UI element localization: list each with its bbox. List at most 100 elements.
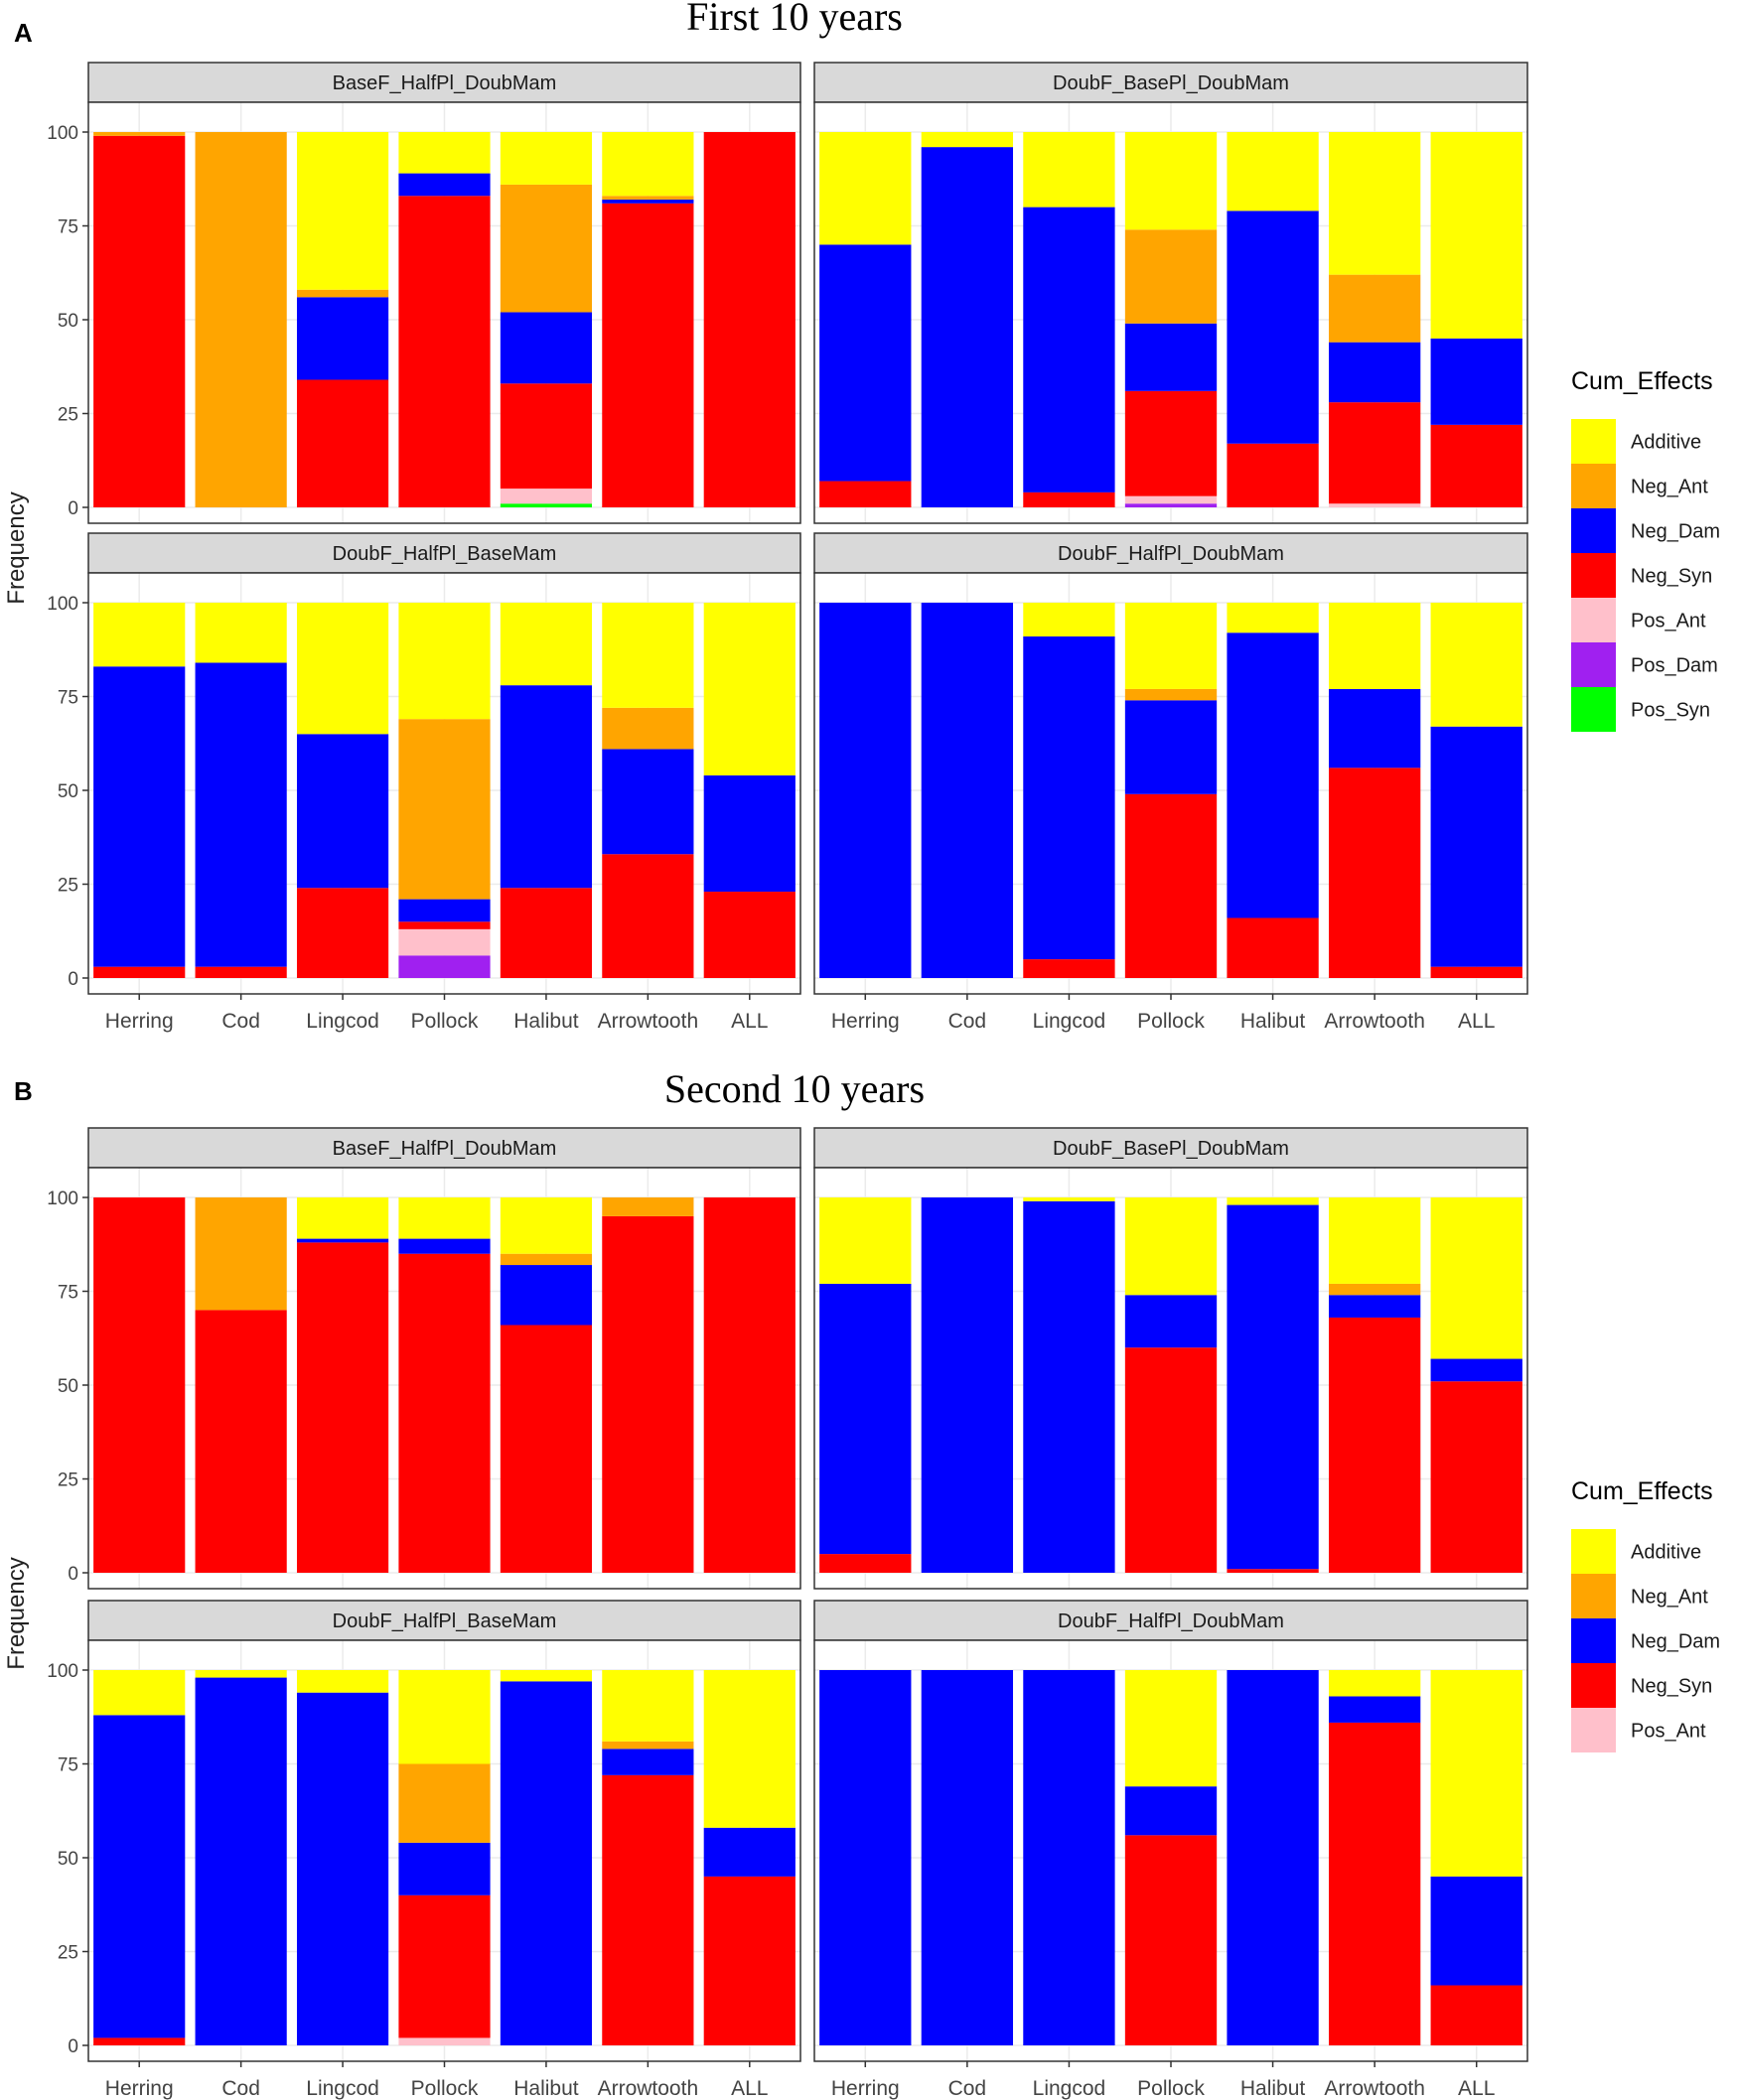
bar-segment-Arrowtooth-Neg_Ant xyxy=(1328,1283,1421,1296)
bar-segment-Herring-Additive xyxy=(93,603,186,667)
bar-segment-ALL-Neg_Syn xyxy=(1430,1985,1522,2045)
x-tick-label-ALL: ALL xyxy=(1458,2077,1495,2100)
bar-segment-Halibut-Pos_Ant xyxy=(500,489,593,504)
bar-segment-Pollock-Neg_Syn xyxy=(1124,390,1218,496)
bar-segment-Lingcod-Additive xyxy=(1023,603,1115,637)
bar-segment-Lingcod-Additive xyxy=(1023,132,1115,208)
facet-label: BaseF_HalfPl_DoubMam xyxy=(333,1138,557,1160)
panel-border xyxy=(87,101,801,524)
panel-letter: A xyxy=(14,18,33,48)
bar-segment-Pollock-Neg_Dam xyxy=(398,899,491,922)
facet-label: DoubF_HalfPl_BaseMam xyxy=(333,543,557,565)
bar-segment-Pollock-Neg_Syn xyxy=(1124,1347,1218,1573)
legend-key-Pos_Syn xyxy=(1571,687,1616,732)
bar-segment-Herring-Neg_Dam xyxy=(819,1670,912,2045)
bar-segment-Halibut-Additive xyxy=(500,1197,593,1254)
facet-DoubF_BasePl_DoubMam: DoubF_BasePl_DoubMam xyxy=(813,1127,1528,1590)
facet-strip xyxy=(813,532,1528,574)
bar-segment-Arrowtooth-Additive xyxy=(602,603,694,708)
bar-segment-Cod-Neg_Dam xyxy=(921,603,1014,978)
legend-title: Cum_Effects xyxy=(1571,1477,1713,1505)
x-tick-label-Arrowtooth: Arrowtooth xyxy=(598,2077,699,2100)
y-tick-label: 100 xyxy=(47,594,78,615)
legend-title: Cum_Effects xyxy=(1571,367,1713,395)
legend-label-Neg_Dam: Neg_Dam xyxy=(1631,1631,1720,1653)
bar-segment-Pollock-Neg_Dam xyxy=(398,173,491,197)
bar-segment-Lingcod-Additive xyxy=(1023,1197,1115,1201)
legend-key-Neg_Dam xyxy=(1571,508,1616,553)
legend-key-Pos_Ant xyxy=(1571,1708,1616,1752)
legend-key-Neg_Ant xyxy=(1571,464,1616,508)
bar-segment-Arrowtooth-Neg_Ant xyxy=(1328,274,1421,343)
bar-segment-Pollock-Pos_Dam xyxy=(398,955,491,978)
legend-label-Neg_Syn: Neg_Syn xyxy=(1631,1676,1712,1698)
bar-segment-Pollock-Neg_Syn xyxy=(398,1253,491,1573)
facet-DoubF_HalfPl_BaseMam: DoubF_HalfPl_BaseMam 0 25 50 75 100 Herring Cod… xyxy=(47,1600,801,2100)
bar-segment-Herring-Additive xyxy=(93,1670,186,1716)
bar-segment-Halibut-Neg_Syn xyxy=(500,383,593,490)
legend-label-Pos_Syn: Pos_Syn xyxy=(1631,700,1710,722)
bar-segment-Pollock-Neg_Ant xyxy=(1124,688,1218,701)
bar-segment-Halibut-Neg_Syn xyxy=(1227,917,1319,978)
bar-segment-Lingcod-Neg_Syn xyxy=(1023,491,1115,507)
bar-segment-Lingcod-Neg_Syn xyxy=(296,1242,389,1573)
facet-strip xyxy=(87,62,801,103)
bar-segment-Lingcod-Neg_Dam xyxy=(296,734,389,889)
x-tick-label-Pollock: Pollock xyxy=(1137,1010,1205,1033)
x-tick-label-Pollock: Pollock xyxy=(411,1010,479,1033)
panel-border xyxy=(813,1167,1528,1590)
bar-segment-Arrowtooth-Neg_Dam xyxy=(1328,688,1421,769)
bar-segment-ALL-Additive xyxy=(1430,1670,1522,1877)
x-tick-label-Cod: Cod xyxy=(221,1010,260,1033)
x-tick-label-Lingcod: Lingcod xyxy=(1033,1010,1106,1033)
bar-segment-Cod-Neg_Ant xyxy=(195,1197,287,1311)
bar-segment-Arrowtooth-Additive xyxy=(602,1670,694,1742)
bar-segment-Halibut-Additive xyxy=(1227,1197,1319,1205)
bar-segment-Lingcod-Neg_Dam xyxy=(296,1692,389,2045)
bar-segment-Herring-Neg_Dam xyxy=(93,1715,186,2038)
bar-segment-Pollock-Neg_Dam xyxy=(1124,700,1218,794)
bar-segment-Herring-Neg_Dam xyxy=(819,244,912,482)
bar-segment-Cod-Neg_Syn xyxy=(195,1310,287,1573)
bar-segment-Arrowtooth-Neg_Dam xyxy=(1328,1696,1421,1723)
panel-letter: B xyxy=(14,1076,33,1106)
bar-segment-ALL-Additive xyxy=(1430,1197,1522,1359)
legend-label-Additive: Additive xyxy=(1631,432,1701,454)
bar-segment-Arrowtooth-Neg_Dam xyxy=(1328,342,1421,403)
facet-BaseF_HalfPl_DoubMam: BaseF_HalfPl_DoubMam 0 25 50 75 100 xyxy=(47,62,801,524)
y-tick-label: 75 xyxy=(58,217,78,238)
legend-label-Pos_Ant: Pos_Ant xyxy=(1631,1721,1706,1743)
bar-segment-Pollock-Pos_Ant xyxy=(398,928,491,956)
bar-segment-ALL-Neg_Dam xyxy=(1430,1358,1522,1382)
bar-segment-Lingcod-Neg_Dam xyxy=(1023,1200,1115,1573)
bar-segment-ALL-Additive xyxy=(703,1670,796,1828)
chart-block-B: B Second 10 years Frequency BaseF_HalfPl_Do… xyxy=(3,1066,1720,2100)
bar-segment-Pollock-Additive xyxy=(1124,132,1218,230)
bar-segment-Halibut-Neg_Dam xyxy=(500,685,593,889)
bar-segment-Arrowtooth-Neg_Syn xyxy=(1328,402,1421,504)
bar-segment-ALL-Neg_Syn xyxy=(1430,966,1522,978)
legend-key-Neg_Syn xyxy=(1571,553,1616,598)
bar-segment-ALL-Additive xyxy=(1430,603,1522,727)
legend-label-Neg_Ant: Neg_Ant xyxy=(1631,1587,1708,1609)
y-tick-label: 25 xyxy=(58,405,78,426)
bar-segment-Halibut-Neg_Dam xyxy=(500,312,593,384)
facet-BaseF_HalfPl_DoubMam: BaseF_HalfPl_DoubMam 0 25 50 75 100 xyxy=(47,1127,801,1590)
bar-segment-Pollock-Additive xyxy=(1124,1197,1218,1296)
bar-segment-Lingcod-Neg_Ant xyxy=(296,289,389,298)
bar-segment-Halibut-Neg_Dam xyxy=(1227,210,1319,444)
facet-label: DoubF_HalfPl_DoubMam xyxy=(1058,1610,1284,1632)
bar-segment-ALL-Neg_Dam xyxy=(703,774,796,893)
bar-segment-ALL-Neg_Syn xyxy=(703,1197,796,1573)
facet-strip xyxy=(813,1127,1528,1169)
bar-segment-ALL-Neg_Syn xyxy=(1430,424,1522,507)
bar-segment-Halibut-Neg_Syn xyxy=(500,1325,593,1573)
legend: Cum_Effects Additive Neg_Ant Neg_Dam Neg_Syn… xyxy=(1571,367,1720,732)
y-tick-label: 0 xyxy=(68,2036,78,2057)
legend-key-Neg_Dam xyxy=(1571,1618,1616,1663)
bar-segment-ALL-Neg_Syn xyxy=(703,132,796,507)
bar-segment-ALL-Neg_Syn xyxy=(1430,1381,1522,1573)
bar-segment-Lingcod-Neg_Syn xyxy=(296,888,389,978)
bar-segment-ALL-Neg_Dam xyxy=(703,1827,796,1877)
x-tick-label-Arrowtooth: Arrowtooth xyxy=(598,1010,699,1033)
